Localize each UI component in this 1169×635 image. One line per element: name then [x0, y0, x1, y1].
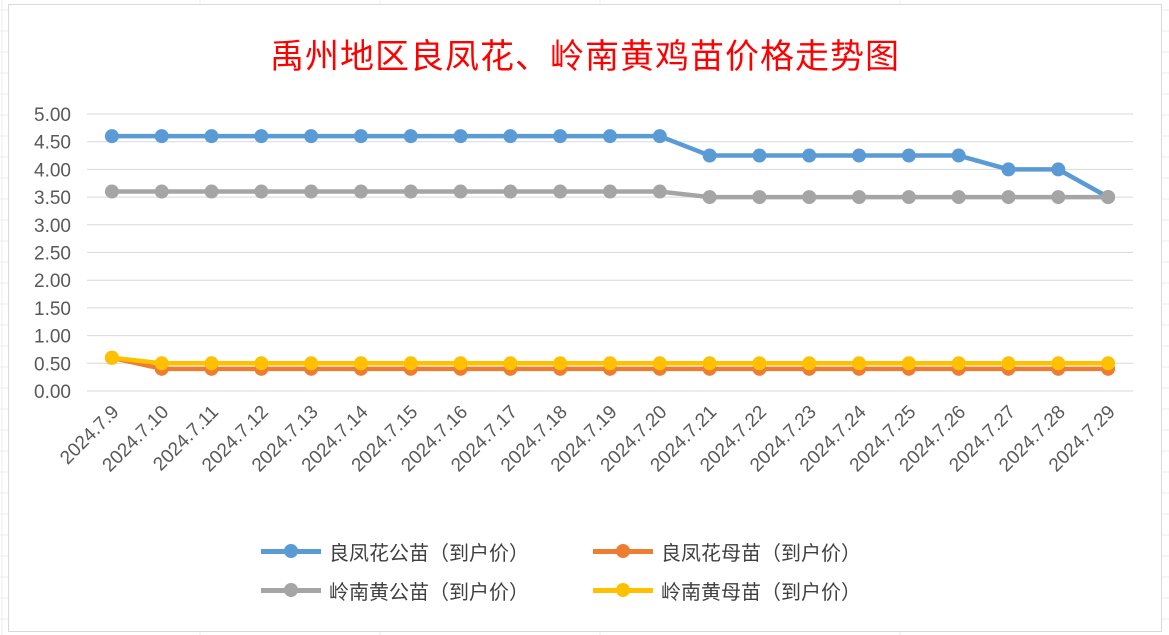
data-point-series-4: [702, 356, 717, 371]
data-point-series-3: [403, 184, 418, 199]
data-point-series-3: [254, 184, 269, 199]
data-point-series-4: [403, 356, 418, 371]
data-point-series-3: [1051, 190, 1066, 205]
data-point-series-3: [453, 184, 468, 199]
legend-item-series-1: 良凤花公苗（到户价）: [261, 539, 529, 565]
legend-marker-icon: [261, 578, 321, 602]
data-point-series-4: [553, 356, 568, 371]
legend-marker-icon: [593, 578, 653, 602]
data-point-series-1: [802, 148, 817, 163]
data-point-series-4: [652, 356, 667, 371]
legend-marker-icon: [261, 539, 321, 563]
y-tick-label: 2.00: [34, 271, 71, 292]
legend-label: 良凤花公苗（到户价）: [329, 540, 529, 565]
plot-area: 0.00 0.50 1.00 1.50 2.00 2.50 3.00 3.50 4.00 4.50…: [34, 105, 1133, 476]
y-tick-label: 4.50: [34, 133, 71, 154]
y-tick-label: 1.50: [34, 299, 71, 320]
data-point-series-4: [852, 356, 867, 371]
data-point-series-4: [204, 356, 219, 371]
data-point-series-1: [752, 148, 767, 163]
data-point-series-3: [951, 190, 966, 205]
data-point-series-1: [702, 148, 717, 163]
data-point-series-4: [603, 356, 617, 371]
data-point-series-3: [652, 184, 667, 199]
y-tick-label: 3.50: [34, 188, 71, 209]
data-point-series-3: [503, 184, 518, 199]
data-point-series-1: [353, 129, 368, 144]
y-tick-label: 3.00: [34, 216, 71, 237]
data-point-series-4: [951, 356, 966, 371]
data-point-series-4: [304, 356, 319, 371]
data-point-series-1: [901, 148, 916, 163]
chart-area[interactable]: 禹州地区良凤花、岭南黄鸡苗价格走势图 0.00 0.50 1.00 1.50 2.00 2…: [8, 4, 1162, 632]
data-point-series-3: [353, 184, 368, 199]
data-point-series-1: [1001, 162, 1016, 177]
data-point-series-3: [204, 184, 219, 199]
data-point-series-3: [702, 190, 717, 205]
data-point-series-4: [154, 356, 169, 371]
y-tick-label: 1.00: [34, 327, 71, 348]
y-tick-label: 0.00: [34, 382, 71, 403]
data-point-series-4: [1001, 356, 1016, 371]
data-point-series-1: [951, 148, 966, 163]
data-point-series-3: [752, 190, 767, 205]
data-point-series-3: [901, 190, 916, 205]
data-point-series-3: [1101, 190, 1116, 205]
data-point-series-1: [254, 129, 269, 144]
legend-item-series-2: 良凤花母苗（到户价）: [593, 539, 861, 565]
data-point-series-1: [104, 129, 119, 144]
data-point-series-4: [503, 356, 518, 371]
data-point-series-1: [852, 148, 867, 163]
legend-label: 岭南黄公苗（到户价）: [329, 579, 529, 604]
data-point-series-3: [154, 184, 169, 199]
data-point-series-4: [453, 356, 468, 371]
data-point-series-1: [204, 129, 219, 144]
data-point-series-1: [154, 129, 169, 144]
data-point-series-4: [1101, 356, 1116, 371]
data-point-series-1: [403, 129, 418, 144]
data-point-series-3: [852, 190, 867, 205]
data-point-series-4: [752, 356, 767, 371]
data-point-series-3: [1001, 190, 1016, 205]
legend-label: 岭南黄母苗（到户价）: [661, 579, 861, 604]
data-point-series-3: [304, 184, 319, 199]
legend-marker-icon: [593, 539, 653, 563]
data-point-series-4: [254, 356, 269, 371]
legend-item-series-4: 岭南黄母苗（到户价）: [593, 578, 861, 604]
data-point-series-1: [503, 129, 518, 144]
data-point-series-3: [553, 184, 568, 199]
data-point-series-4: [353, 356, 368, 371]
data-point-series-3: [603, 184, 617, 199]
y-tick-label: 4.00: [34, 160, 71, 181]
data-point-series-4: [901, 356, 916, 371]
data-point-series-4: [104, 350, 119, 365]
chart-title: 禹州地区良凤花、岭南黄鸡苗价格走势图: [270, 37, 900, 77]
legend-item-series-3: 岭南黄公苗（到户价）: [261, 578, 529, 604]
data-point-series-4: [802, 356, 817, 371]
y-tick-label: 2.50: [34, 244, 71, 265]
legend-label: 良凤花母苗（到户价）: [661, 540, 861, 565]
y-tick-label: 0.50: [34, 354, 71, 375]
data-point-series-1: [603, 129, 617, 144]
data-point-series-3: [802, 190, 817, 205]
y-tick-label: 5.00: [34, 105, 71, 126]
data-point-series-1: [304, 129, 319, 144]
data-point-series-1: [652, 129, 667, 144]
data-point-series-3: [104, 184, 119, 199]
data-point-series-1: [553, 129, 568, 144]
data-point-series-1: [453, 129, 468, 144]
data-point-series-4: [1051, 356, 1066, 371]
data-point-series-1: [1051, 162, 1066, 177]
